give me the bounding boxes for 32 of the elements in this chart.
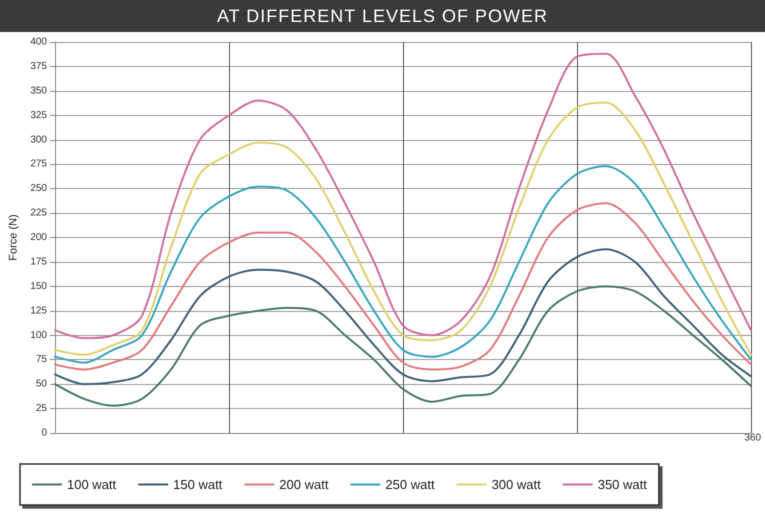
- annotation: 360: [744, 432, 762, 444]
- line-series: [54, 102, 752, 356]
- y-tick-label: 275: [30, 158, 48, 170]
- y-tick-label: 225: [30, 208, 48, 219]
- y-tick-label: 400: [30, 36, 48, 48]
- y-tick-label: 175: [30, 256, 48, 268]
- y-tick-label: 350: [30, 85, 48, 96]
- legend-label: 150 watt: [173, 477, 223, 492]
- y-tick-label: 200: [30, 232, 48, 243]
- line-series: [54, 248, 752, 386]
- legend-label: 350 watt: [598, 477, 648, 492]
- y-tick-label: 75: [36, 354, 48, 366]
- y-axis-title: Force (N): [8, 214, 20, 261]
- y-tick-label: 150: [30, 280, 48, 292]
- chart-title: AT DIFFERENT LEVELS OF POWER: [0, 0, 765, 32]
- y-tick-label: 325: [30, 110, 48, 121]
- y-tick-label: 25: [36, 403, 48, 414]
- y-tick-label: 300: [30, 134, 48, 146]
- y-tick-label: 375: [30, 60, 48, 72]
- legend-label: 100 watt: [67, 477, 117, 492]
- y-tick-label: 125: [30, 305, 48, 316]
- line-series: [54, 52, 752, 340]
- y-tick-label: 50: [36, 378, 48, 390]
- y-tick-label: 100: [30, 330, 48, 341]
- legend-label: 300 watt: [492, 477, 542, 492]
- legend-label: 250 watt: [385, 477, 435, 492]
- line-series: [54, 202, 752, 370]
- y-tick-label: 250: [30, 183, 48, 194]
- line-series: [54, 165, 752, 364]
- line-series: [54, 285, 752, 407]
- y-tick-label: 0: [41, 428, 48, 438]
- legend-label: 200 watt: [279, 477, 329, 492]
